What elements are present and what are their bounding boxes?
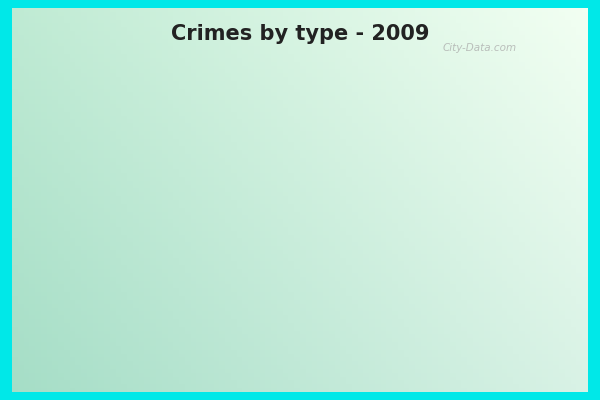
Text: Crimes by type - 2009: Crimes by type - 2009 [171, 24, 429, 44]
Text: Thefts (38.4%): Thefts (38.4%) [429, 154, 521, 167]
Wedge shape [187, 97, 300, 294]
Wedge shape [224, 210, 300, 296]
Wedge shape [226, 210, 404, 323]
Text: Arson (1.3%): Arson (1.3%) [137, 92, 218, 105]
Text: Assaults (20.3%): Assaults (20.3%) [61, 168, 166, 181]
Text: Murders (0.6%): Murders (0.6%) [76, 256, 172, 270]
Wedge shape [300, 116, 371, 210]
Text: Burglaries (29.7%): Burglaries (29.7%) [152, 338, 269, 351]
Wedge shape [300, 97, 329, 210]
Wedge shape [300, 100, 363, 210]
Text: Robberies (4.1%): Robberies (4.1%) [175, 66, 282, 79]
Text: Auto thefts (5.3%): Auto thefts (5.3%) [128, 78, 243, 90]
Text: City-Data.com: City-Data.com [443, 43, 517, 53]
Wedge shape [300, 210, 406, 256]
Wedge shape [300, 121, 413, 252]
Text: Rapes (0.4%): Rapes (0.4%) [391, 308, 475, 320]
